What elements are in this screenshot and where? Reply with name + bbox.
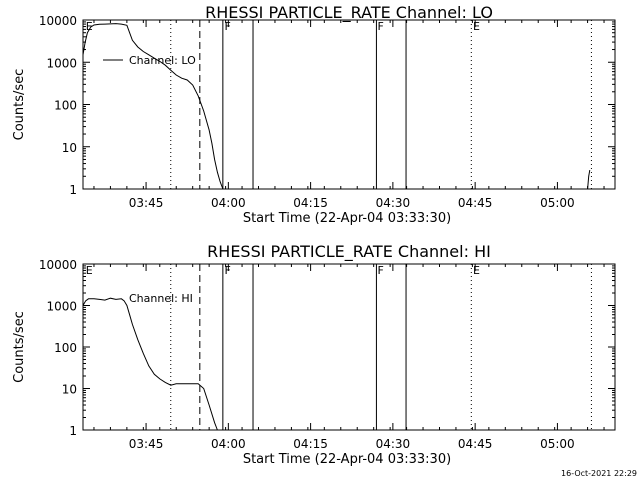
chart-title: RHESSI PARTICLE_RATE Channel: LO bbox=[205, 3, 493, 23]
y-tick-label: 1 bbox=[69, 183, 77, 197]
y-tick-label: 10000 bbox=[39, 258, 77, 272]
data-series-1 bbox=[82, 297, 218, 431]
y-axis-label: Counts/sec bbox=[12, 311, 27, 383]
plot-frame bbox=[82, 19, 616, 190]
y-tick-label: 1000 bbox=[46, 300, 77, 314]
footer-timestamp: 16-Oct-2021 22:29 bbox=[561, 469, 637, 478]
data-series-2 bbox=[587, 170, 591, 190]
event-marker-label: F bbox=[378, 20, 384, 33]
x-tick-label: 05:00 bbox=[540, 196, 575, 210]
x-tick-label: 04:15 bbox=[293, 196, 328, 210]
x-tick-label: 04:00 bbox=[211, 196, 246, 210]
chart-panel-1: RHESSI PARTICLE_RATE Channel: LO 1 10 100 10… bbox=[12, 3, 616, 226]
x-tick-label: 04:45 bbox=[458, 196, 493, 210]
y-tick-label: 1000 bbox=[46, 56, 77, 70]
y-tick-label: 10 bbox=[62, 141, 77, 155]
x-tick-label: 03:45 bbox=[129, 437, 164, 451]
x-tick-label: 04:15 bbox=[293, 437, 328, 451]
event-marker-label: E bbox=[86, 20, 93, 33]
y-axis-label: Counts/sec bbox=[12, 69, 27, 141]
event-marker-label: E bbox=[86, 264, 93, 277]
x-tick-label: 04:45 bbox=[458, 437, 493, 451]
y-tick-label: 100 bbox=[54, 341, 77, 355]
x-tick-label: 04:00 bbox=[211, 437, 246, 451]
chart-panel-2: RHESSI PARTICLE_RATE Channel: HI 1 10 100 10… bbox=[12, 242, 616, 467]
y-tick-label: 1 bbox=[69, 424, 77, 438]
y-tick-label: 100 bbox=[54, 99, 77, 113]
event-marker-label: E bbox=[473, 264, 480, 277]
event-marker-label: F bbox=[225, 20, 231, 33]
legend-label: Channel: HI bbox=[129, 292, 193, 305]
data-series-1 bbox=[82, 23, 224, 190]
x-tick-label: 04:30 bbox=[376, 437, 411, 451]
legend-label: Channel: LO bbox=[129, 54, 196, 67]
chart-title: RHESSI PARTICLE_RATE Channel: HI bbox=[207, 242, 491, 262]
y-tick-label: 10 bbox=[62, 383, 77, 397]
y-tick-label: 10000 bbox=[39, 14, 77, 28]
x-axis-label: Start Time (22-Apr-04 03:33:30) bbox=[243, 452, 451, 467]
x-tick-label: 03:45 bbox=[129, 196, 164, 210]
plot-frame bbox=[82, 263, 616, 431]
x-tick-label: 04:30 bbox=[376, 196, 411, 210]
event-marker-label: F bbox=[378, 264, 384, 277]
event-marker-label: F bbox=[225, 264, 231, 277]
x-tick-label: 05:00 bbox=[540, 437, 575, 451]
x-axis-label: Start Time (22-Apr-04 03:33:30) bbox=[243, 211, 451, 226]
event-marker-label: E bbox=[473, 20, 480, 33]
